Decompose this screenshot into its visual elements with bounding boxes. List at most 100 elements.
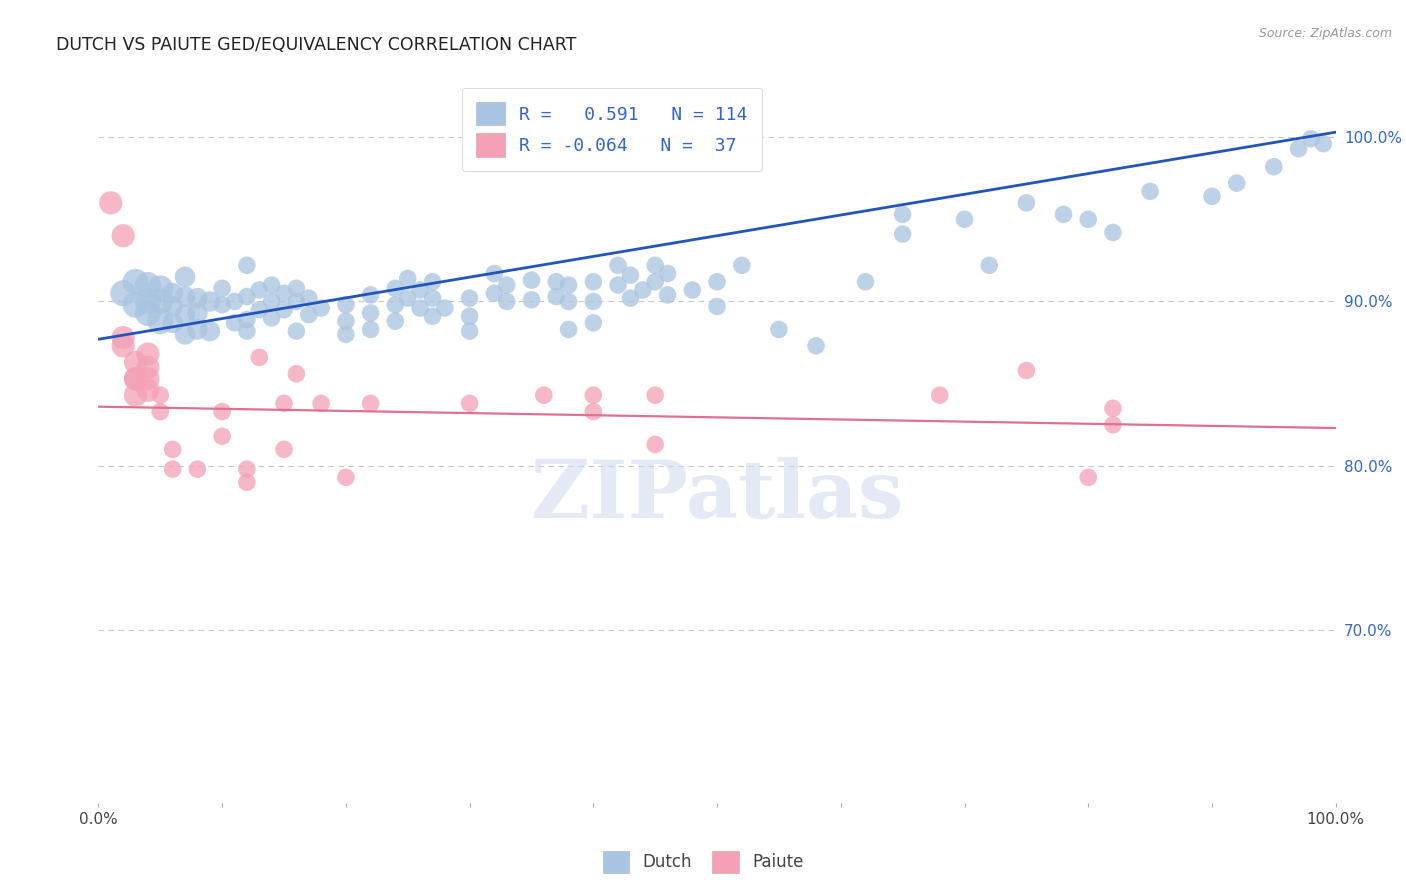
Point bbox=[149, 388, 172, 402]
Point bbox=[458, 396, 481, 410]
Point bbox=[1015, 195, 1038, 210]
Point bbox=[162, 316, 184, 330]
Point bbox=[1102, 417, 1125, 432]
Point bbox=[891, 207, 914, 221]
Point bbox=[855, 275, 877, 289]
Point bbox=[124, 298, 146, 312]
Point bbox=[706, 275, 728, 289]
Point bbox=[236, 312, 259, 326]
Point bbox=[979, 258, 1001, 272]
Point bbox=[582, 316, 605, 330]
Point bbox=[260, 278, 283, 293]
Point bbox=[309, 301, 332, 315]
Point bbox=[422, 310, 444, 324]
Point bbox=[495, 278, 517, 293]
Point bbox=[112, 228, 135, 243]
Point bbox=[162, 462, 184, 476]
Point bbox=[607, 278, 630, 293]
Point bbox=[706, 300, 728, 314]
Point bbox=[174, 308, 197, 322]
Point bbox=[422, 291, 444, 305]
Point bbox=[298, 291, 321, 305]
Point bbox=[1263, 160, 1285, 174]
Point bbox=[149, 294, 172, 309]
Point bbox=[731, 258, 754, 272]
Point bbox=[1102, 226, 1125, 240]
Point bbox=[1312, 136, 1334, 151]
Point bbox=[657, 267, 679, 281]
Point bbox=[681, 283, 703, 297]
Point bbox=[136, 294, 159, 309]
Point bbox=[384, 314, 406, 328]
Point bbox=[211, 281, 233, 295]
Point bbox=[768, 322, 790, 336]
Point bbox=[657, 288, 679, 302]
Point bbox=[236, 462, 259, 476]
Point bbox=[582, 275, 605, 289]
Point bbox=[136, 306, 159, 320]
Point bbox=[557, 278, 579, 293]
Point bbox=[582, 404, 605, 418]
Point bbox=[162, 442, 184, 457]
Point bbox=[644, 437, 666, 451]
Point bbox=[409, 301, 432, 315]
Text: DUTCH VS PAIUTE GED/EQUIVALENCY CORRELATION CHART: DUTCH VS PAIUTE GED/EQUIVALENCY CORRELAT… bbox=[56, 36, 576, 54]
Point bbox=[1226, 176, 1249, 190]
Point bbox=[928, 388, 950, 402]
Point bbox=[1015, 363, 1038, 377]
Point bbox=[211, 404, 233, 418]
Legend: Dutch, Paiute: Dutch, Paiute bbox=[596, 845, 810, 880]
Legend: R =   0.591   N = 114, R = -0.064   N =  37: R = 0.591 N = 114, R = -0.064 N = 37 bbox=[461, 87, 762, 171]
Point bbox=[360, 396, 382, 410]
Point bbox=[247, 302, 270, 317]
Point bbox=[458, 310, 481, 324]
Point bbox=[335, 314, 357, 328]
Point bbox=[422, 275, 444, 289]
Point bbox=[162, 300, 184, 314]
Point bbox=[309, 396, 332, 410]
Point bbox=[1201, 189, 1223, 203]
Point bbox=[360, 288, 382, 302]
Point bbox=[360, 306, 382, 320]
Point bbox=[162, 286, 184, 301]
Point bbox=[1288, 142, 1310, 156]
Point bbox=[533, 388, 555, 402]
Point bbox=[607, 258, 630, 272]
Point bbox=[124, 372, 146, 386]
Point bbox=[396, 291, 419, 305]
Point bbox=[804, 339, 827, 353]
Point bbox=[953, 212, 976, 227]
Point bbox=[396, 271, 419, 285]
Point bbox=[186, 322, 208, 336]
Point bbox=[236, 289, 259, 303]
Point bbox=[384, 298, 406, 312]
Point bbox=[384, 281, 406, 295]
Point bbox=[273, 302, 295, 317]
Point bbox=[112, 286, 135, 301]
Point bbox=[174, 289, 197, 303]
Text: Source: ZipAtlas.com: Source: ZipAtlas.com bbox=[1258, 27, 1392, 40]
Point bbox=[186, 462, 208, 476]
Point bbox=[136, 372, 159, 386]
Point bbox=[247, 351, 270, 365]
Point bbox=[260, 310, 283, 325]
Point bbox=[186, 291, 208, 305]
Point bbox=[458, 324, 481, 338]
Text: ZIPatlas: ZIPatlas bbox=[531, 457, 903, 534]
Point bbox=[124, 355, 146, 369]
Point bbox=[1052, 207, 1074, 221]
Point bbox=[891, 227, 914, 241]
Point bbox=[285, 324, 308, 338]
Point bbox=[211, 429, 233, 443]
Point bbox=[112, 339, 135, 353]
Point bbox=[631, 283, 654, 297]
Point bbox=[224, 316, 246, 330]
Point bbox=[285, 367, 308, 381]
Point bbox=[273, 396, 295, 410]
Point bbox=[149, 314, 172, 328]
Point bbox=[211, 298, 233, 312]
Point bbox=[260, 294, 283, 309]
Point bbox=[520, 293, 543, 307]
Point bbox=[335, 298, 357, 312]
Point bbox=[1299, 132, 1322, 146]
